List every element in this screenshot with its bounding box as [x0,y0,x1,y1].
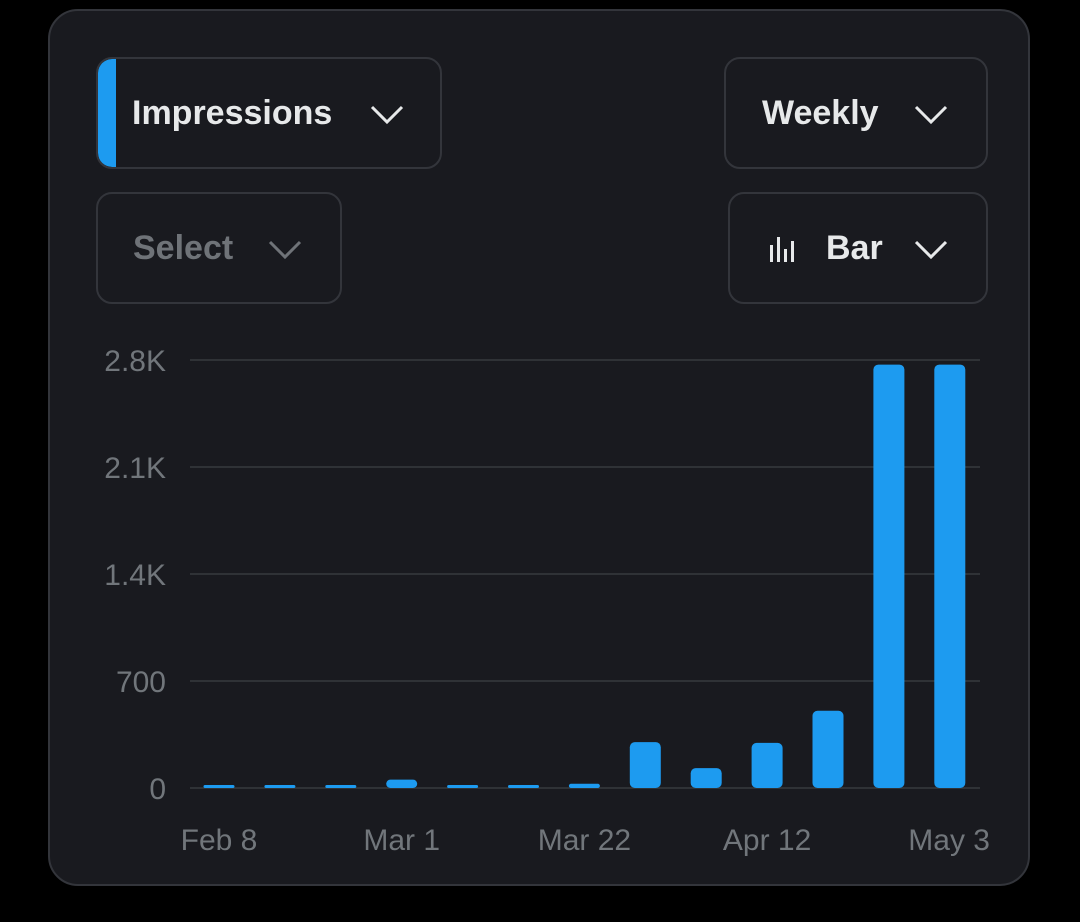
metric-accent-bar [98,59,116,167]
period-dropdown[interactable]: Weekly [724,57,988,169]
chart-type-dropdown[interactable]: Bar [728,192,988,304]
chevron-down-icon [914,240,948,260]
bar-chart-icon [770,237,794,262]
compare-placeholder: Select [133,228,234,267]
chevron-down-icon [268,240,302,260]
metric-dropdown[interactable]: Impressions [96,57,442,169]
compare-dropdown[interactable]: Select [96,192,342,304]
metric-label: Impressions [132,93,333,132]
chart-type-label: Bar [826,228,883,267]
chevron-down-icon [914,105,948,125]
analytics-card: Impressions Weekly Select Bar [48,9,1030,886]
period-label: Weekly [762,93,879,132]
chevron-down-icon [370,105,404,125]
